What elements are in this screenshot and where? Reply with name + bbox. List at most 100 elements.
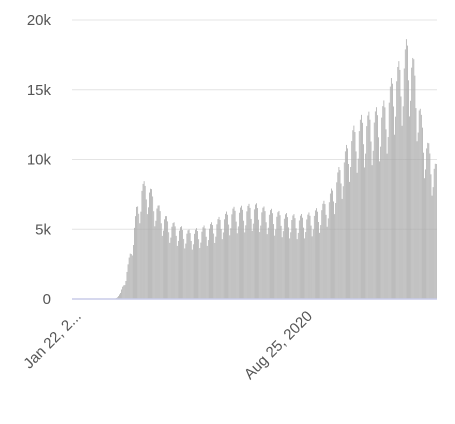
bar	[293, 214, 295, 299]
bar	[216, 224, 218, 299]
bar	[173, 222, 175, 299]
bar	[384, 107, 386, 299]
bar	[149, 192, 150, 299]
bar	[184, 248, 186, 299]
bar	[410, 100, 412, 299]
bar	[411, 67, 413, 299]
bar	[349, 181, 350, 299]
bar	[265, 222, 267, 299]
bar	[331, 188, 332, 299]
bar	[126, 271, 128, 299]
bar	[432, 187, 434, 299]
bar	[154, 226, 156, 299]
bar	[241, 205, 242, 299]
bar	[393, 106, 394, 300]
bar	[130, 254, 132, 299]
bar	[368, 111, 370, 299]
bar	[274, 235, 276, 299]
bar	[419, 108, 421, 299]
bar	[206, 245, 208, 299]
bar	[186, 233, 188, 299]
bar	[423, 152, 424, 299]
bar	[137, 206, 139, 299]
bar	[302, 217, 303, 299]
bar	[418, 110, 420, 299]
bar	[180, 227, 181, 299]
bar	[358, 131, 360, 299]
bar	[326, 226, 328, 299]
y-tick-label: 15k	[27, 82, 52, 99]
bar	[316, 208, 317, 299]
bar	[337, 172, 339, 299]
bar	[409, 116, 410, 299]
bar	[124, 285, 126, 299]
bar	[227, 214, 228, 299]
bar	[204, 228, 206, 299]
bar	[189, 233, 191, 299]
y-tick-label: 0	[43, 291, 51, 308]
bar	[160, 223, 162, 299]
y-tick-label: 10k	[27, 152, 52, 169]
bar	[171, 226, 173, 299]
bar	[431, 195, 433, 299]
bar	[399, 69, 401, 299]
bar	[213, 233, 215, 299]
bar	[320, 225, 322, 299]
bar	[435, 163, 437, 299]
bar	[398, 61, 400, 300]
bar	[267, 227, 269, 299]
bar	[295, 228, 297, 299]
bar	[228, 224, 230, 299]
bar	[134, 227, 135, 299]
bar	[297, 232, 299, 299]
bar	[366, 126, 368, 300]
bar	[403, 68, 405, 300]
bar	[392, 83, 393, 300]
bar	[291, 220, 293, 299]
bar	[196, 228, 197, 299]
bar	[211, 222, 212, 299]
bar	[424, 178, 425, 299]
bar	[177, 240, 179, 299]
bar	[335, 203, 337, 299]
bar	[378, 137, 379, 299]
bar	[312, 229, 314, 299]
bar	[433, 168, 435, 299]
bar	[283, 218, 285, 299]
bar	[202, 227, 204, 299]
bar	[179, 230, 180, 299]
bar	[306, 219, 308, 299]
bar	[230, 228, 232, 299]
bar	[344, 151, 346, 299]
bar	[416, 141, 418, 299]
bar	[303, 227, 304, 299]
bar	[262, 207, 264, 299]
bar	[278, 210, 280, 299]
x-tick-label: Aug 25, 2020	[241, 308, 316, 383]
bar	[273, 224, 274, 299]
bar	[325, 214, 327, 299]
bar	[308, 212, 310, 299]
bar	[348, 163, 349, 299]
bar	[279, 215, 281, 299]
bar	[209, 228, 210, 299]
bar	[336, 182, 338, 299]
bar	[144, 185, 146, 299]
bar	[402, 106, 404, 299]
bar	[251, 230, 253, 299]
bar	[347, 148, 348, 299]
bar	[244, 232, 246, 299]
bar	[356, 172, 358, 299]
bar	[120, 292, 121, 299]
bar	[324, 204, 326, 299]
bar	[355, 151, 357, 299]
bar	[263, 206, 265, 299]
bar	[168, 232, 170, 299]
bar	[294, 218, 296, 299]
bar	[311, 236, 313, 299]
bar	[135, 216, 136, 299]
bar	[183, 238, 185, 299]
bar	[235, 221, 237, 299]
bar	[256, 203, 257, 299]
bar	[128, 257, 130, 299]
